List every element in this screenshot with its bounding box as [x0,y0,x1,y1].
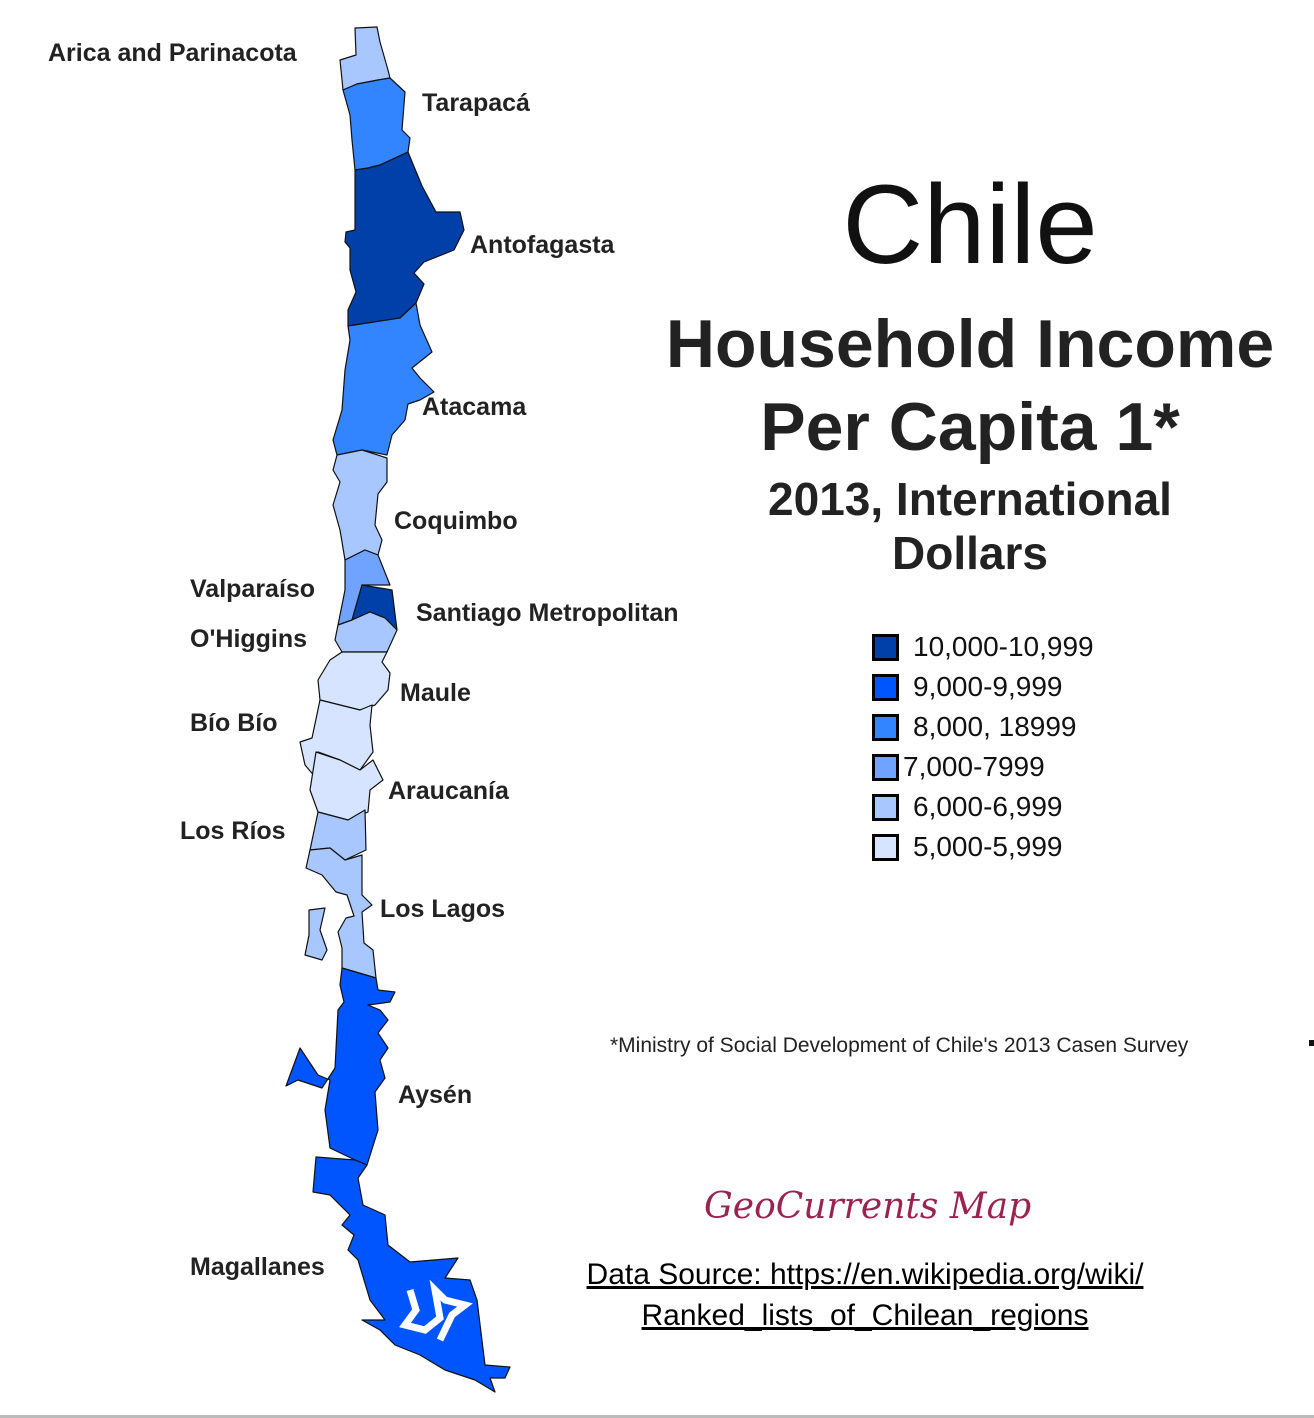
legend-label: 6,000-6,999 [913,791,1063,822]
legend-item: 6,000-6,999 [872,787,1094,827]
label-los-rios: Los Ríos [180,817,286,845]
legend: 10,000-10,999 9,000-9,999 8,000, 18999 7… [872,627,1094,867]
bottom-border [0,1415,1314,1418]
label-santiago-metropolitan: Santiago Metropolitan [416,599,679,627]
region-araucania [309,751,384,821]
region-antofagasta [344,151,465,327]
subtitle-line-1: Household Income [665,306,1275,382]
label-atacama: Atacama [422,393,527,421]
legend-label: 10,000-10,999 [913,631,1094,662]
label-aysen: Aysén [398,1081,473,1109]
edge-mark [1309,1040,1314,1046]
legend-label: 5,000-5,999 [913,831,1063,862]
legend-swatch [872,833,899,861]
label-valparaiso: Valparaíso [190,575,316,603]
legend-swatch [872,793,899,821]
legend-item: 7,000-7999 [872,747,1094,787]
legend-swatch [872,673,899,701]
legend-swatch [872,633,899,661]
subtitle-line-3: 2013, International Dollars [768,473,1172,579]
map-title: Chile [842,162,1098,287]
region-tarapaca [342,77,411,171]
legend-label: 8,000, 18999 [913,711,1077,742]
legend-label: 7,000-7999 [903,751,1045,782]
region-coquimbo [332,449,388,561]
source-line-1[interactable]: Data Source: https://en.wikipedia.org/wi… [586,1258,1144,1291]
label-coquimbo: Coquimbo [394,507,518,535]
label-antofagasta: Antofagasta [470,231,615,259]
region-maule [317,651,391,711]
region-aysen [285,967,396,1166]
legend-label: 9,000-9,999 [913,671,1063,702]
label-bio-bio: Bío Bío [190,709,278,737]
region-atacama [332,302,435,456]
region-los-lagos-island [304,907,328,961]
label-ohiggins: O'Higgins [190,625,308,653]
legend-item: 8,000, 18999 [872,707,1094,747]
label-maule: Maule [400,679,471,707]
data-source-link[interactable]: Data Source: https://en.wikipedia.org/wi… [540,1254,1190,1336]
footnote: *Ministry of Social Development of Chile… [610,1034,1189,1057]
label-tarapaca: Tarapacá [422,89,530,117]
label-los-lagos: Los Lagos [380,895,506,923]
label-arica-and-parinacota: Arica and Parinacota [48,39,297,67]
region-magallanes [312,1156,511,1393]
subtitle-line-2: Per Capita 1* [760,389,1180,465]
fjord-channel [399,1279,473,1342]
label-araucania: Araucanía [388,777,509,805]
legend-item: 10,000-10,999 [872,627,1094,667]
legend-item: 5,000-5,999 [872,827,1094,867]
brand-logo-text: GeoCurrents Map [704,1186,1032,1227]
source-line-2[interactable]: Ranked_lists_of_Chilean_regions [641,1299,1089,1332]
legend-item: 9,000-9,999 [872,667,1094,707]
legend-swatch [872,713,899,741]
legend-swatch [872,753,899,781]
label-magallanes: Magallanes [190,1253,325,1281]
